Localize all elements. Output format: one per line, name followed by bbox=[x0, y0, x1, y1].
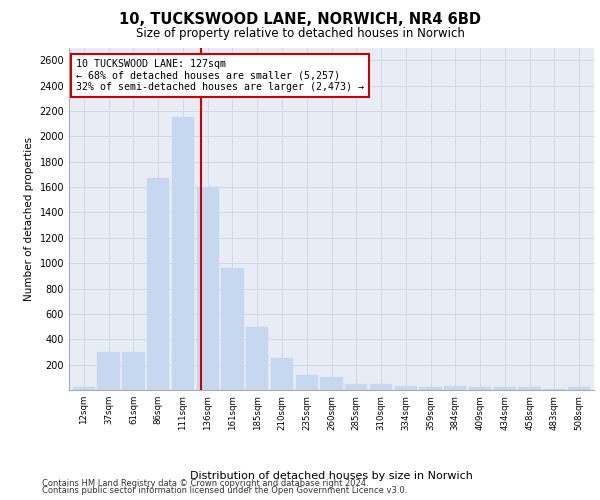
Bar bbox=[197, 187, 219, 390]
Bar bbox=[568, 387, 590, 390]
Bar bbox=[147, 178, 169, 390]
Bar bbox=[172, 118, 194, 390]
Bar bbox=[345, 384, 367, 390]
Y-axis label: Number of detached properties: Number of detached properties bbox=[24, 136, 34, 301]
Bar bbox=[469, 388, 491, 390]
Bar bbox=[122, 352, 145, 390]
Text: Size of property relative to detached houses in Norwich: Size of property relative to detached ho… bbox=[136, 28, 464, 40]
Bar bbox=[320, 378, 343, 390]
Text: Contains public sector information licensed under the Open Government Licence v3: Contains public sector information licen… bbox=[42, 486, 407, 495]
Text: 10 TUCKSWOOD LANE: 127sqm
← 68% of detached houses are smaller (5,257)
32% of se: 10 TUCKSWOOD LANE: 127sqm ← 68% of detac… bbox=[76, 59, 364, 92]
Bar bbox=[296, 375, 318, 390]
Bar bbox=[444, 386, 466, 390]
Bar bbox=[395, 386, 417, 390]
Bar bbox=[370, 384, 392, 390]
X-axis label: Distribution of detached houses by size in Norwich: Distribution of detached houses by size … bbox=[190, 472, 473, 482]
Bar bbox=[494, 388, 516, 390]
Bar bbox=[246, 326, 268, 390]
Bar bbox=[97, 352, 120, 390]
Bar bbox=[518, 388, 541, 390]
Bar bbox=[73, 387, 95, 390]
Text: 10, TUCKSWOOD LANE, NORWICH, NR4 6BD: 10, TUCKSWOOD LANE, NORWICH, NR4 6BD bbox=[119, 12, 481, 28]
Bar bbox=[271, 358, 293, 390]
Text: Contains HM Land Registry data © Crown copyright and database right 2024.: Contains HM Land Registry data © Crown c… bbox=[42, 478, 368, 488]
Bar bbox=[221, 268, 244, 390]
Bar bbox=[419, 387, 442, 390]
